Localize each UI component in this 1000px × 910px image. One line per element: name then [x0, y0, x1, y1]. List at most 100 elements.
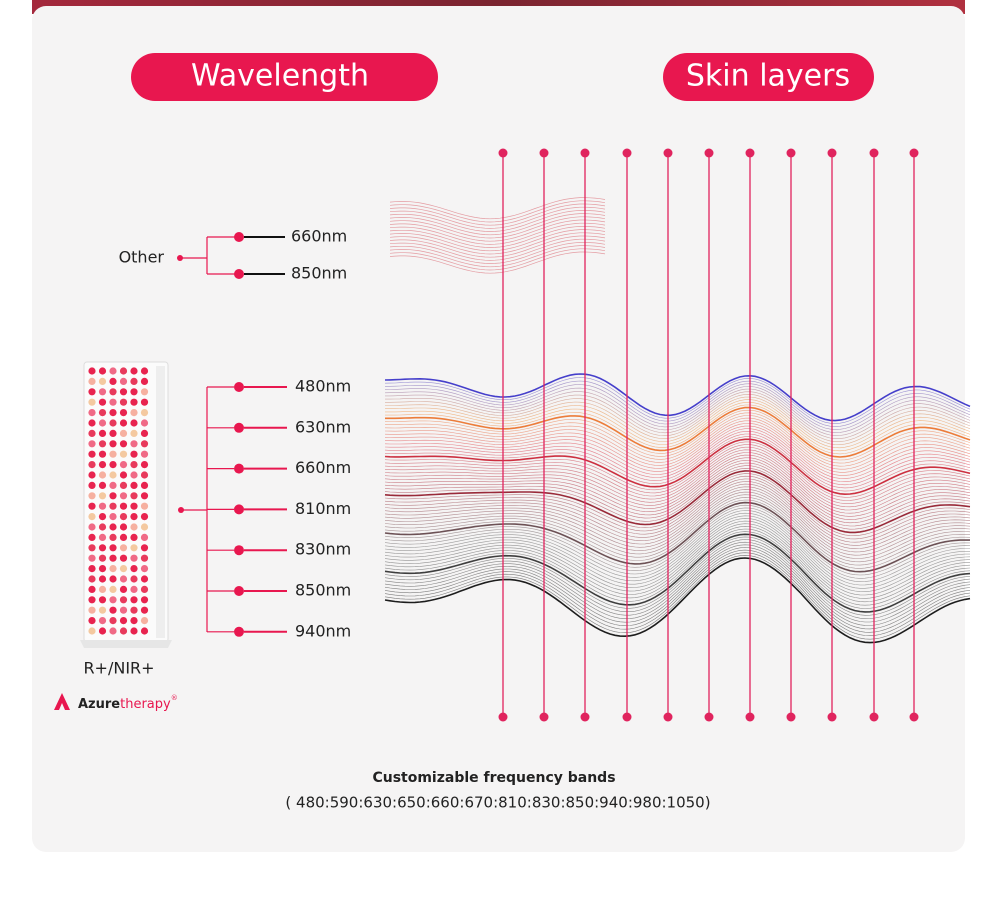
wave-line	[384, 518, 971, 593]
led	[109, 627, 117, 635]
led	[109, 513, 117, 521]
led	[88, 554, 96, 562]
led	[88, 513, 96, 521]
led	[98, 377, 107, 385]
led	[130, 575, 138, 583]
led	[88, 461, 96, 469]
wave-line	[384, 417, 971, 470]
wavelength-label: 940nm	[295, 621, 351, 640]
wave-line	[384, 433, 971, 489]
led	[140, 377, 149, 385]
led	[119, 471, 128, 479]
led	[98, 533, 107, 542]
wave-line	[384, 436, 971, 492]
led	[109, 575, 117, 583]
led	[119, 565, 128, 573]
wave-line	[389, 210, 606, 232]
led	[109, 544, 117, 552]
wave-line	[384, 425, 971, 479]
wavelength-label: 480nm	[295, 377, 351, 396]
wave-line	[384, 507, 971, 579]
dot	[234, 586, 244, 596]
wave-line	[384, 549, 971, 633]
led	[140, 419, 149, 427]
led	[109, 461, 117, 469]
led	[130, 565, 138, 573]
led	[109, 502, 117, 510]
wave-line	[384, 380, 971, 427]
wave-line	[384, 523, 971, 599]
brand-part: Azure	[78, 697, 120, 712]
dot	[827, 712, 837, 722]
led	[130, 461, 138, 469]
wave-line	[384, 446, 971, 504]
wave-line	[384, 504, 971, 576]
dot	[745, 712, 755, 722]
led	[140, 513, 149, 521]
wave-line	[384, 467, 971, 530]
wave-line	[389, 206, 606, 229]
led	[130, 544, 138, 552]
wavelength-list: 480nm 630nm 660nm 810nm 830nm 850nm 940nm	[207, 377, 351, 640]
led	[88, 377, 96, 385]
dot	[622, 148, 632, 158]
dot	[234, 269, 244, 279]
led	[109, 492, 117, 500]
led	[98, 429, 107, 437]
dot	[663, 148, 673, 158]
led	[119, 377, 128, 385]
led	[88, 627, 96, 635]
dot	[234, 232, 244, 242]
wave-line	[384, 481, 971, 546]
wave-line	[389, 226, 606, 248]
led	[109, 585, 117, 594]
led	[98, 627, 107, 635]
led	[98, 461, 107, 469]
led	[98, 575, 107, 583]
dot	[234, 422, 244, 433]
wave-line	[384, 470, 971, 534]
led	[109, 471, 117, 479]
wave-line	[384, 536, 971, 616]
led	[130, 523, 138, 531]
led	[130, 429, 138, 437]
led	[109, 606, 117, 614]
led	[109, 617, 117, 625]
led	[130, 377, 138, 385]
brand-part: therapy	[120, 697, 171, 712]
wave-line	[384, 520, 971, 596]
wave-line	[389, 238, 606, 261]
led	[119, 617, 128, 625]
led	[130, 481, 138, 489]
led	[98, 554, 107, 562]
led	[109, 409, 117, 417]
led	[109, 596, 117, 604]
wave-line	[384, 512, 970, 586]
wave-line	[389, 245, 606, 268]
led	[88, 471, 96, 479]
dot	[234, 382, 244, 392]
wave-line	[384, 478, 971, 543]
wave-line	[389, 197, 606, 220]
wave-line	[384, 465, 971, 527]
led	[88, 596, 96, 604]
led	[109, 450, 117, 458]
led	[109, 367, 117, 375]
wave-line	[384, 499, 971, 569]
wave-line	[384, 423, 971, 476]
led	[109, 523, 117, 531]
led	[98, 617, 107, 625]
led	[130, 627, 138, 635]
wave-line	[389, 219, 606, 242]
wave-line	[384, 494, 971, 563]
led	[130, 606, 138, 614]
led	[130, 471, 138, 479]
led	[140, 565, 149, 573]
wave-line	[384, 415, 971, 467]
wave-line	[389, 242, 606, 264]
brand-mark: ®	[171, 694, 178, 702]
led	[130, 440, 138, 448]
wave-line	[384, 449, 971, 508]
dot	[622, 712, 632, 722]
wave-line	[384, 412, 971, 464]
